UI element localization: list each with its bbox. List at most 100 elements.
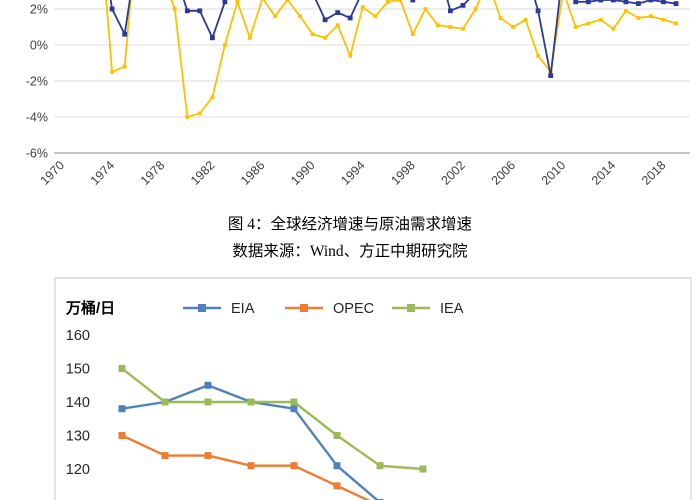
marker-原油需求增速 (624, 8, 628, 13)
series-line-EIA (121, 384, 379, 500)
x-axis-tick-label: 2010 (539, 158, 569, 188)
y-axis-tick-label: 0% (30, 39, 48, 53)
marker-原油需求增速 (110, 70, 114, 74)
marker-原油需求增速 (536, 53, 540, 58)
marker-OPEC (118, 432, 126, 439)
marker-IEA (204, 398, 212, 406)
y-axis-tick-label: -6% (26, 147, 48, 161)
marker-原油需求增速 (448, 25, 453, 29)
x-axis-tick-label: 2002 (439, 158, 469, 188)
marker-EIA (333, 462, 341, 470)
marker-全球经济增速 (648, 0, 654, 3)
marker-全球经济增速 (347, 15, 353, 21)
marker-OPEC (333, 482, 341, 490)
marker-EIA (290, 405, 298, 413)
marker-全球经济增速 (460, 3, 466, 8)
marker-原油需求增速 (649, 14, 653, 19)
marker-全球经济增速 (673, 1, 679, 7)
marker-原油需求增速 (298, 14, 302, 19)
x-axis-tick-label: 1970 (38, 158, 68, 188)
y-axis-tick-label: 2% (30, 3, 48, 17)
marker-全球经济增速 (410, 0, 416, 3)
marker-全球经济增速 (122, 31, 128, 37)
marker-原油需求增速 (511, 25, 515, 29)
marker-原油需求增速 (285, 0, 290, 2)
marker-全球经济增速 (623, 0, 629, 5)
marker-OPEC (290, 462, 298, 470)
marker-原油需求增速 (185, 115, 190, 119)
marker-原油需求增速 (348, 53, 353, 58)
figure-title: 图 4：全球经济增速与原油需求增速 (227, 216, 473, 233)
series-line-OPEC (121, 434, 371, 500)
marker-原油需求增速 (598, 17, 603, 22)
marker-原油需求增速 (360, 5, 365, 10)
marker-OPEC (204, 452, 212, 460)
marker-原油需求增速 (223, 43, 227, 47)
y-axis-tick-label: 140 (66, 395, 90, 411)
marker-原油需求增速 (310, 32, 315, 37)
x-axis-tick-label: 1994 (338, 158, 368, 188)
legend-marker-IEA (407, 304, 415, 312)
marker-全球经济增速 (184, 8, 190, 14)
gdp-oil-demand-growth-chart: 2% 0% -2% -4% -6%1970 1974 1978 1982 1986 1990 199… (26, 0, 690, 188)
marker-原油需求增速 (586, 21, 591, 26)
y-axis-tick-label: 160 (66, 328, 90, 344)
marker-原油需求增速 (373, 14, 378, 19)
marker-全球经济增速 (335, 10, 341, 15)
marker-全球经济增速 (535, 8, 541, 14)
x-axis-tick-label: 1982 (188, 158, 218, 188)
marker-原油需求增速 (248, 35, 252, 40)
series-line-IEA (121, 367, 424, 471)
marker-原油需求增速 (473, 7, 478, 11)
figure-caption-block: 图 4：全球经济增速与原油需求增速 数据来源：Wind、方正中期研究院 (0, 212, 700, 261)
marker-原油需求增速 (674, 21, 678, 26)
legend-marker-OPEC (300, 304, 308, 312)
marker-全球经济增速 (610, 0, 616, 3)
y-axis-unit-label: 万桶/日 (65, 299, 115, 317)
marker-IEA (376, 462, 384, 470)
marker-原油需求增速 (636, 16, 641, 20)
marker-原油需求增速 (461, 26, 465, 31)
x-axis-tick-label: 1998 (388, 158, 418, 188)
marker-全球经济增速 (548, 73, 554, 78)
marker-EIA (118, 405, 126, 413)
marker-EIA (204, 381, 212, 389)
marker-原油需求增速 (410, 32, 415, 37)
marker-全球经济增速 (197, 8, 203, 14)
legend-label-EIA: EIA (231, 301, 255, 317)
x-axis-tick-label: 1990 (288, 158, 318, 188)
marker-全球经济增速 (573, 0, 579, 5)
marker-原油需求增速 (197, 111, 202, 116)
marker-原油需求增速 (122, 64, 127, 69)
marker-原油需求增速 (210, 95, 215, 100)
oil-demand-forecast-chart: 万桶/日 160 150 140 130 120 EIA OPEC IEA (54, 277, 692, 500)
chart-border (54, 277, 692, 500)
marker-IEA (419, 465, 427, 473)
x-axis-tick-label: 2018 (639, 158, 669, 188)
y-axis-tick-label: 120 (66, 462, 90, 478)
marker-全球经济增速 (322, 17, 328, 23)
marker-原油需求增速 (611, 26, 616, 31)
marker-IEA (247, 398, 255, 406)
marker-原油需求增速 (335, 23, 340, 28)
marker-原油需求增速 (323, 35, 327, 40)
marker-OPEC (161, 452, 169, 460)
marker-全球经济增速 (222, 0, 228, 5)
marker-原油需求增速 (398, 0, 403, 2)
marker-全球经济增速 (109, 6, 115, 12)
marker-全球经济增速 (585, 0, 591, 5)
y-axis-tick-label: -2% (26, 75, 48, 89)
x-axis-tick-label: 1974 (88, 158, 118, 188)
marker-原油需求增速 (423, 7, 428, 11)
figure-source: 数据来源：Wind、方正中期研究院 (232, 243, 468, 260)
marker-原油需求增速 (661, 17, 666, 22)
marker-IEA (118, 365, 126, 372)
marker-OPEC (247, 462, 255, 470)
marker-原油需求增速 (498, 16, 503, 20)
marker-原油需求增速 (385, 0, 390, 4)
marker-原油需求增速 (172, 7, 177, 11)
marker-IEA (290, 398, 298, 406)
y-axis-tick-label: -4% (26, 111, 48, 125)
x-axis-tick-label: 2006 (489, 158, 519, 188)
marker-全球经济增速 (448, 8, 453, 14)
